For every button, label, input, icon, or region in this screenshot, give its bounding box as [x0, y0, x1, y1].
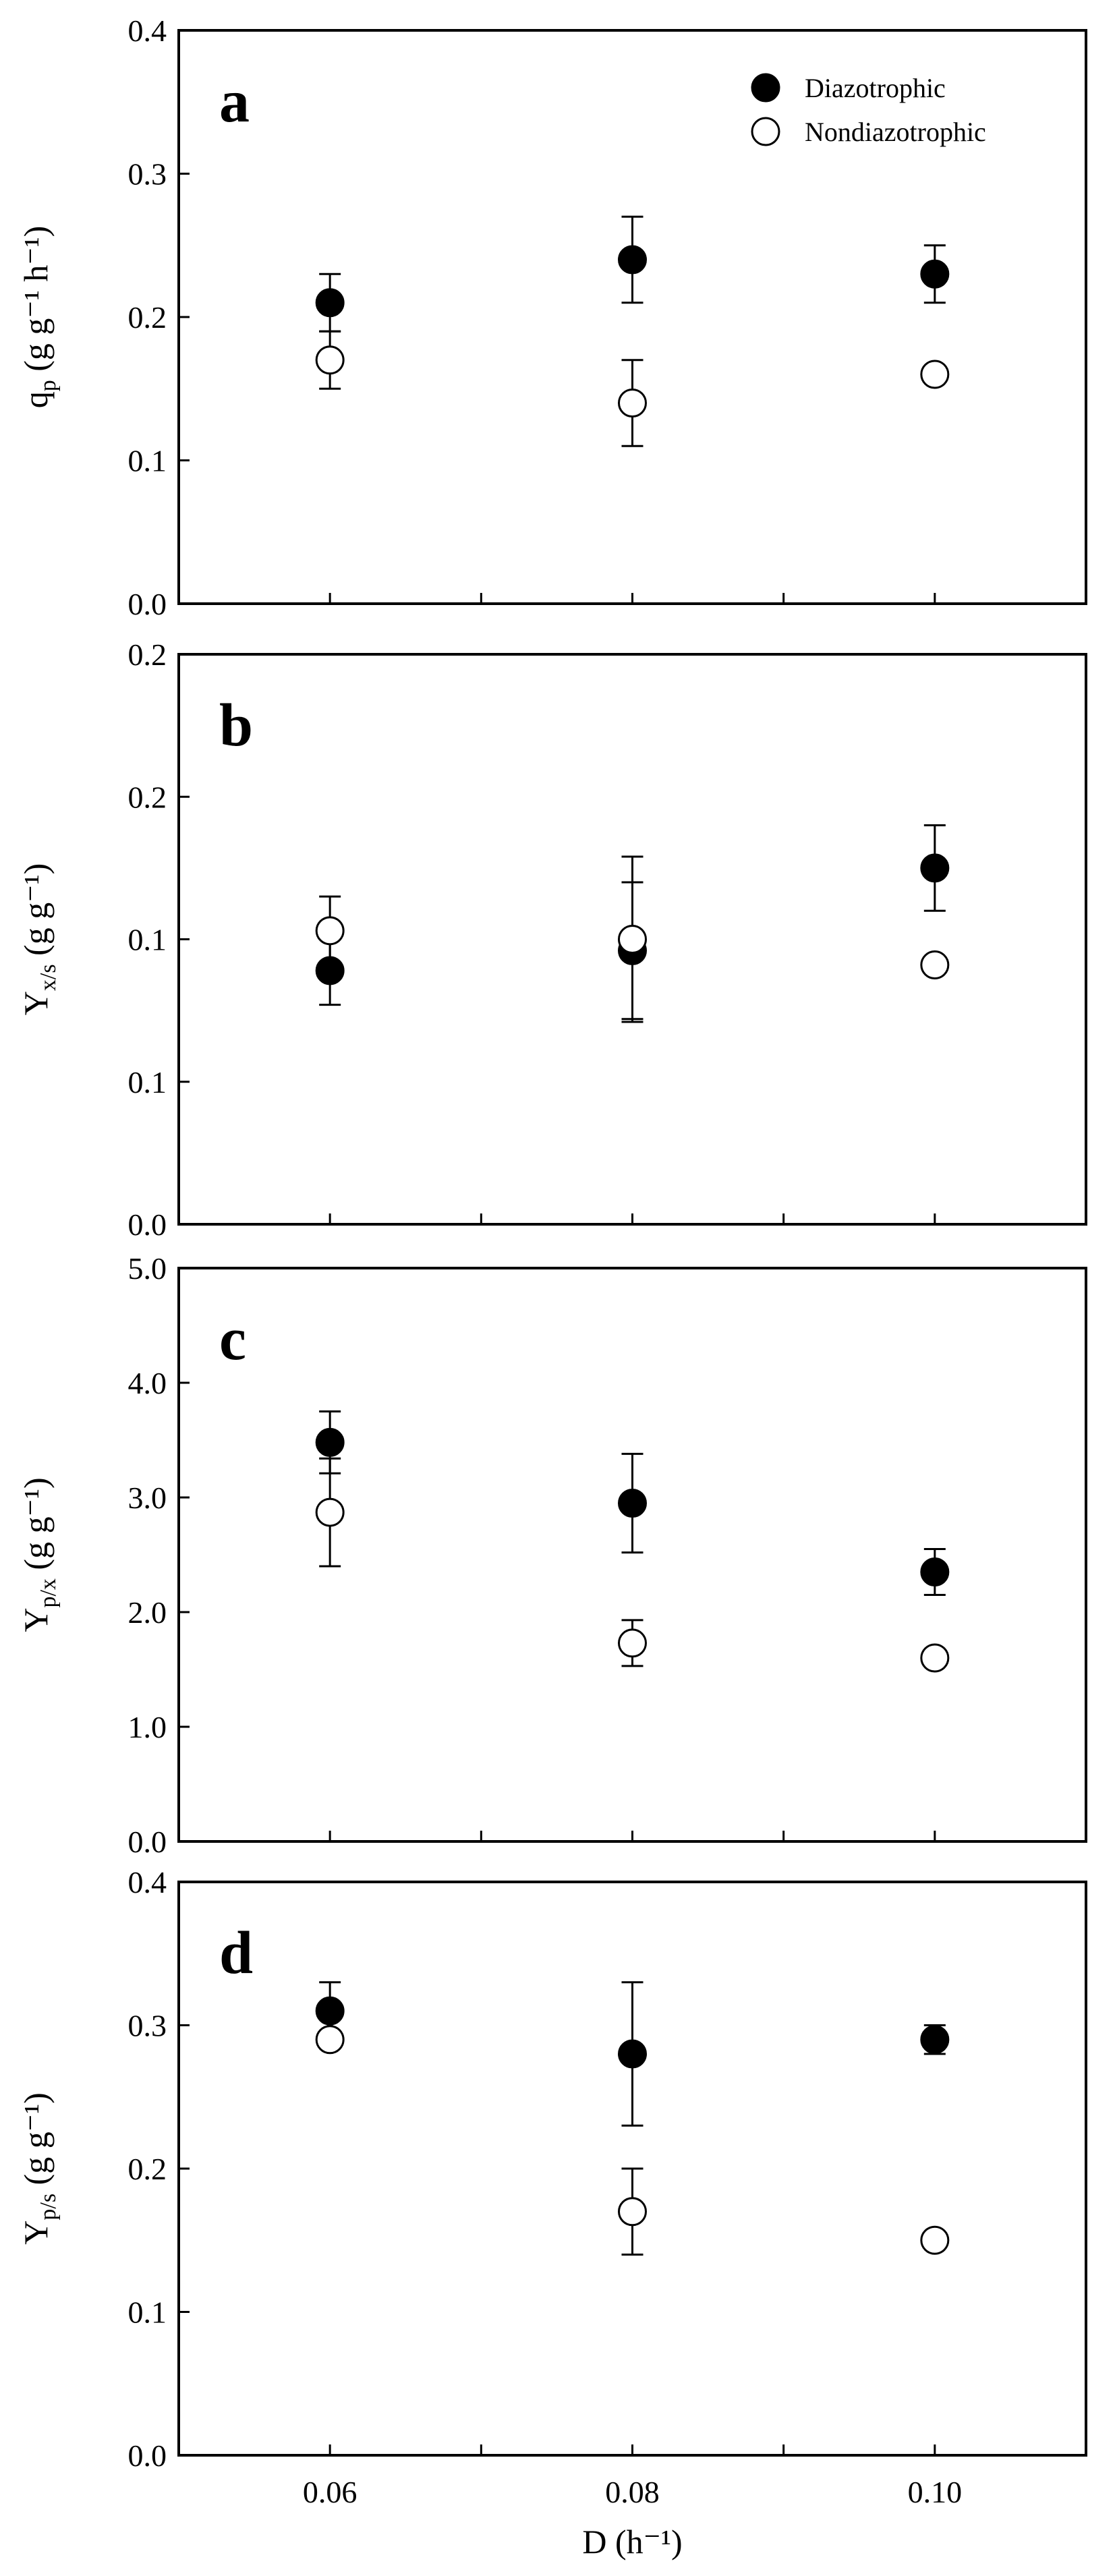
plot-frame: [177, 1267, 1087, 1843]
y-tick-label: 0.2: [128, 637, 167, 672]
x-axis-label: D (h⁻¹): [582, 2523, 682, 2560]
y-tick-label: 0.2: [128, 300, 167, 335]
y-tick-label: 0.0: [128, 1207, 167, 1242]
nondiazotrophic-point: [315, 345, 345, 375]
nondiazotrophic-point: [315, 1497, 345, 1527]
panel-letter: d: [219, 1920, 253, 1986]
y-tick-label: 0.1: [128, 1065, 167, 1099]
nondiazotrophic-point: [618, 1628, 647, 1658]
panel-letter: c: [219, 1306, 246, 1373]
y-axis-label-units: (g g⁻¹): [17, 2092, 55, 2194]
y-tick-label: 0.3: [128, 157, 167, 192]
diazotrophic-point: [920, 2025, 950, 2055]
y-axis-label-subscript: p: [36, 380, 61, 391]
x-tick-label: 0.10: [908, 2475, 963, 2509]
y-axis-label-units: (g g⁻¹): [17, 863, 55, 965]
y-tick-label: 0.1: [128, 923, 167, 957]
nondiazotrophic-point: [618, 2197, 647, 2227]
nondiazotrophic-point: [920, 950, 950, 980]
diazotrophic-point: [618, 1489, 647, 1518]
y-axis-label-subscript: x/s: [36, 964, 61, 991]
x-tick-label: 0.08: [605, 2475, 660, 2509]
nondiazotrophic-point: [920, 1643, 950, 1673]
diazotrophic-point: [315, 288, 345, 318]
panel-a: 0.0 0.1 0.2 0.3 0.4 qp (g g⁻¹ h⁻¹) a Diazotroph…: [17, 13, 1087, 621]
y-tick-label: 0.0: [128, 2438, 167, 2473]
panel-letter: a: [219, 68, 250, 135]
panel-c: 0.0 1.0 2.0 3.0 4.0 5.0 Yp/x (g g⁻¹) c: [17, 1251, 1087, 1859]
nondiazotrophic-point: [618, 925, 647, 954]
y-axis-label: Yp/x (g g⁻¹): [17, 1477, 61, 1632]
nondiazotrophic-point: [315, 916, 345, 946]
x-tick-label: 0.06: [303, 2475, 358, 2509]
diazotrophic-point: [920, 1557, 950, 1586]
y-axis-label-main: Y: [17, 1608, 55, 1632]
y-tick-label: 0.3: [128, 2009, 167, 2043]
y-axis-label-main: q: [17, 391, 55, 408]
nondiazotrophic-point: [315, 2025, 345, 2055]
y-axis-label-main: Y: [17, 991, 55, 1015]
legend-marker-diazotrophic: [751, 73, 780, 103]
y-tick-label: 0.1: [128, 444, 167, 478]
y-axis-label-units: (g g⁻¹): [17, 1477, 55, 1578]
legend-label-diazotrophic: Diazotrophic: [805, 73, 946, 103]
y-axis-label: Yp/s (g g⁻¹): [17, 2092, 61, 2244]
y-tick-label: 5.0: [128, 1251, 167, 1286]
legend-label-nondiazotrophic: Nondiazotrophic: [805, 117, 986, 147]
diazotrophic-point: [315, 1996, 345, 2026]
y-axis-label-subscript: p/s: [36, 2194, 61, 2221]
y-axis-label: qp (g g⁻¹ h⁻¹): [17, 226, 61, 409]
y-tick-label: 0.4: [128, 13, 167, 48]
y-tick-label: 0.2: [128, 2152, 167, 2186]
y-tick-label: 0.1: [128, 2295, 167, 2330]
diazotrophic-point: [315, 1427, 345, 1457]
y-tick-label: 0.0: [128, 1825, 167, 1859]
nondiazotrophic-point: [618, 389, 647, 418]
y-axis-label-main: Y: [17, 2221, 55, 2245]
diazotrophic-point: [618, 2039, 647, 2069]
y-tick-label: 0.0: [128, 587, 167, 621]
legend-marker-nondiazotrophic: [751, 117, 780, 146]
panel-b: 0.0 0.1 0.1 0.2 0.2 Yx/s (g g⁻¹) b: [17, 637, 1087, 1242]
y-axis-label-units: (g g⁻¹ h⁻¹): [17, 226, 55, 380]
panel-letter: b: [219, 692, 253, 759]
y-tick-label: 1.0: [128, 1710, 167, 1744]
nondiazotrophic-point: [920, 2225, 950, 2255]
y-tick-label: 0.2: [128, 780, 167, 814]
diazotrophic-point: [920, 853, 950, 883]
y-tick-label: 0.4: [128, 1865, 167, 1899]
diazotrophic-point: [315, 956, 345, 985]
nondiazotrophic-point: [920, 360, 950, 389]
y-tick-label: 3.0: [128, 1481, 167, 1515]
y-tick-label: 2.0: [128, 1595, 167, 1630]
diazotrophic-point: [920, 259, 950, 289]
y-tick-label: 4.0: [128, 1366, 167, 1400]
diazotrophic-point: [618, 245, 647, 275]
y-axis-label: Yx/s (g g⁻¹): [17, 863, 61, 1015]
panel-d: 0.0 0.1 0.2 0.3 0.4 Yp/s (g g⁻¹) d 0.06 0.08 0.10…: [17, 1865, 1087, 2560]
y-axis-label-subscript: p/x: [36, 1578, 61, 1607]
